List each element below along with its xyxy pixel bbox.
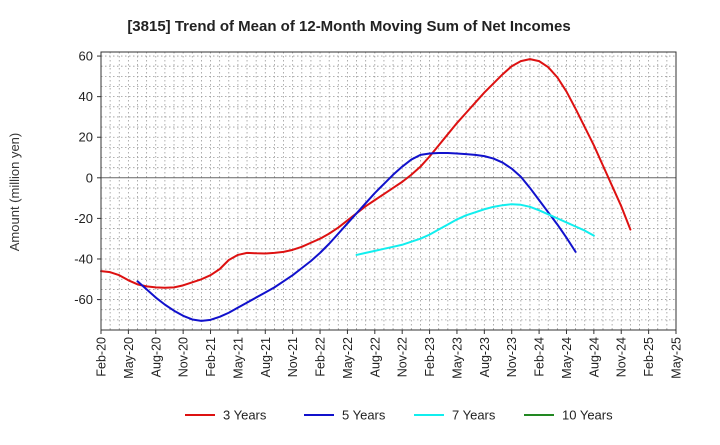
x-tick-label: Nov-20: [177, 337, 191, 377]
x-tick-label: May-22: [341, 337, 355, 379]
x-tick-label: Nov-21: [286, 337, 300, 377]
y-tick-label: 0: [86, 170, 93, 185]
x-tick-label: May-24: [560, 337, 574, 379]
x-tick-label: Feb-25: [642, 337, 656, 377]
x-tick-label: Feb-24: [533, 337, 547, 377]
y-tick-label: 60: [79, 49, 93, 64]
series-line-3: [355, 203, 595, 256]
x-tick-label: May-20: [122, 337, 136, 379]
x-tick-label: May-23: [450, 337, 464, 379]
y-tick-label: 40: [79, 89, 93, 104]
x-tick-label: Aug-22: [368, 337, 382, 377]
y-tick-label: -40: [74, 251, 93, 266]
x-tick-label: Nov-24: [615, 337, 629, 377]
grid-lines: [100, 52, 677, 331]
y-tick-label: -20: [74, 211, 93, 226]
x-tick-label: Nov-22: [396, 337, 410, 377]
x-tick-label: Nov-23: [505, 337, 519, 377]
x-tick-label: Aug-24: [587, 337, 601, 377]
legend-label-1: 3 Years: [223, 408, 267, 423]
x-tick-label: Feb-20: [95, 337, 109, 377]
x-tick-label: Feb-23: [423, 337, 437, 377]
x-tick-label: Aug-21: [259, 337, 273, 377]
legend-label-4: 10 Years: [562, 408, 613, 423]
plot-frame: [100, 51, 677, 331]
axes: 60 40 20 0 -20 -40 -60 Feb-20 May-20 Aug-20 Nov-20…: [74, 49, 683, 379]
series-lines: [100, 58, 632, 322]
series-line-1: [100, 58, 632, 289]
x-tick-label: Feb-21: [204, 337, 218, 377]
y-tick-label: 20: [79, 130, 93, 145]
legend: 3 Years 5 Years 7 Years 10 Years: [185, 408, 613, 423]
x-tick-label: Feb-22: [314, 337, 328, 377]
legend-label-3: 7 Years: [452, 408, 496, 423]
y-tick-label: -60: [74, 292, 93, 307]
chart-title: [3815] Trend of Mean of 12-Month Moving …: [127, 18, 570, 35]
legend-label-2: 5 Years: [342, 408, 386, 423]
x-tick-label: May-21: [231, 337, 245, 379]
series-line-2: [136, 152, 577, 322]
x-tick-label: Aug-20: [149, 337, 163, 377]
y-axis-label: Amount (million yen): [7, 133, 22, 252]
x-tick-label: Aug-23: [478, 337, 492, 377]
x-tick-label: May-25: [670, 337, 684, 379]
